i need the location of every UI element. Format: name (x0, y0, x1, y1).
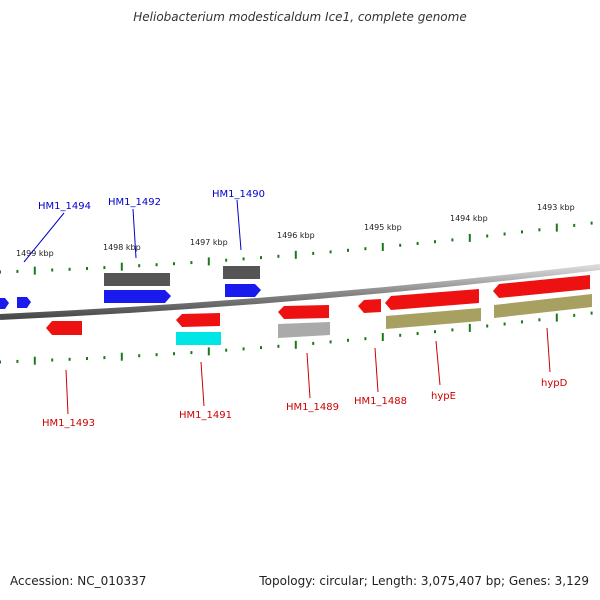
leader-line (374, 347, 379, 393)
gene-label[interactable]: hypE (431, 391, 456, 402)
cds-block[interactable] (386, 308, 481, 329)
gene-arrow[interactable] (46, 321, 82, 335)
cds-block[interactable] (104, 273, 170, 286)
gene-label[interactable]: HM1_1493 (42, 418, 95, 429)
reverse-gene-track (46, 275, 590, 335)
gene-arrow[interactable] (358, 299, 381, 313)
gene-arrow[interactable] (0, 298, 9, 309)
ruler-ticks-outer (0, 221, 593, 275)
gene-label[interactable]: HM1_1491 (179, 410, 232, 421)
gene-label[interactable]: hypD (541, 378, 568, 389)
map-title: Heliobacterium modesticaldum Ice1, compl… (133, 10, 467, 24)
leader-line (65, 369, 69, 415)
genome-backbone (0, 264, 600, 320)
cds-block[interactable] (278, 322, 330, 338)
gene-label[interactable]: HM1_1492 (108, 197, 161, 208)
kbp-label: 1498 kbp (103, 243, 141, 252)
leader-line (306, 352, 311, 399)
gene-label[interactable]: HM1_1488 (354, 396, 407, 407)
gene-arrow[interactable] (385, 289, 479, 310)
genome-summary-text: Topology: circular; Length: 3,075,407 bp… (259, 574, 589, 588)
gene-label[interactable]: HM1_1494 (38, 201, 91, 212)
forward-gene-labels: HM1_1494 HM1_1492 HM1_1490 (38, 189, 265, 212)
gene-arrow[interactable] (493, 275, 590, 298)
leader-line (236, 199, 242, 251)
gene-label[interactable]: HM1_1490 (212, 189, 265, 200)
kbp-label: 1495 kbp (364, 223, 402, 232)
ruler-ticks-inner (0, 311, 593, 365)
gene-arrow[interactable] (17, 297, 31, 308)
forward-leader-lines (23, 199, 242, 263)
leader-line (435, 340, 441, 386)
cds-block[interactable] (494, 294, 592, 318)
gene-arrow[interactable] (225, 284, 261, 297)
leader-line (200, 361, 205, 407)
leader-line (546, 327, 551, 373)
kbp-label: 1493 kbp (537, 203, 575, 212)
accession-text: Accession: NC_010337 (10, 574, 147, 588)
forward-gene-track (0, 284, 261, 309)
kbp-scale: 1499 kbp 1498 kbp 1497 kbp 1496 kbp 1495… (16, 203, 575, 258)
reverse-gene-labels: HM1_1493 HM1_1491 HM1_1489 HM1_1488 hypE… (42, 378, 568, 429)
forward-cds-track (104, 266, 260, 286)
kbp-label: 1499 kbp (16, 249, 54, 258)
gene-arrow[interactable] (104, 290, 171, 303)
cds-block[interactable] (223, 266, 260, 279)
leader-line (23, 212, 65, 263)
kbp-label: 1494 kbp (450, 214, 488, 223)
gene-arrow[interactable] (278, 305, 329, 319)
kbp-label: 1497 kbp (190, 238, 228, 247)
reverse-cds-track (176, 294, 592, 345)
reverse-leader-lines (65, 327, 551, 415)
gene-label[interactable]: HM1_1489 (286, 402, 339, 413)
leader-line (132, 208, 137, 259)
kbp-label: 1496 kbp (277, 231, 315, 240)
gene-arrow[interactable] (176, 313, 220, 327)
cds-block[interactable] (176, 332, 221, 345)
